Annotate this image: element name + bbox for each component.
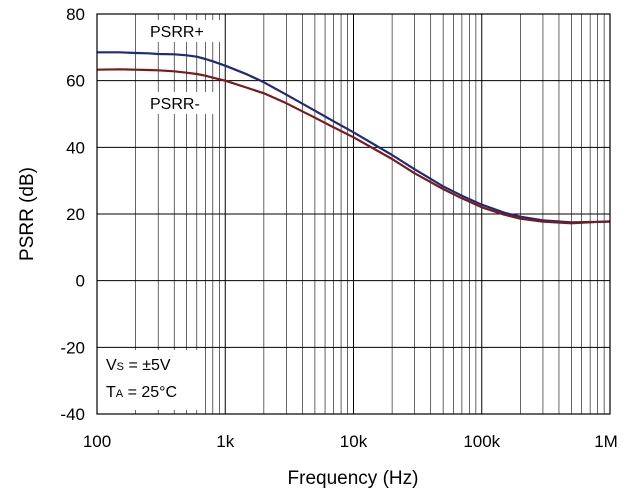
x-tick-label: 1M: [594, 432, 618, 451]
psrr-plus-label: PSRR+: [150, 24, 204, 41]
y-tick-label: -20: [60, 338, 85, 357]
x-tick-label: 10k: [340, 432, 368, 451]
y-tick-label: 20: [66, 205, 85, 224]
y-tick-label: 40: [66, 138, 85, 157]
x-tick-label: 1k: [216, 432, 234, 451]
supply-voltage-annotation: VS = ±5V: [106, 357, 171, 374]
series-layer: [96, 51, 611, 225]
y-tick-label: 0: [76, 272, 85, 291]
series-line-psrr-plus: [97, 51, 611, 224]
x-axis-label: Frequency (Hz): [288, 468, 419, 489]
y-tick-label: -40: [60, 405, 85, 424]
y-tick-label: 80: [66, 5, 85, 24]
psrr-plus-label-bg: [148, 20, 220, 42]
series-line-psrr-minus: [96, 68, 611, 225]
x-tick-labels: 100 1k 10k 100k 1M: [83, 432, 618, 451]
psrr-minus-label-bg: [148, 92, 216, 114]
y-tick-label: 60: [66, 72, 85, 91]
x-tick-label: 100k: [463, 432, 500, 451]
ambient-temperature-annotation: TA = 25°C: [106, 384, 177, 401]
x-tick-label: 100: [83, 432, 111, 451]
plot-frame: [96, 13, 611, 415]
y-tick-labels: 80 60 40 20 0 -20 -40: [60, 5, 85, 424]
psrr-minus-label: PSRR-: [150, 96, 200, 113]
conditions-box-bg: [102, 350, 199, 410]
y-axis-label: PSRR (dB): [17, 167, 38, 261]
